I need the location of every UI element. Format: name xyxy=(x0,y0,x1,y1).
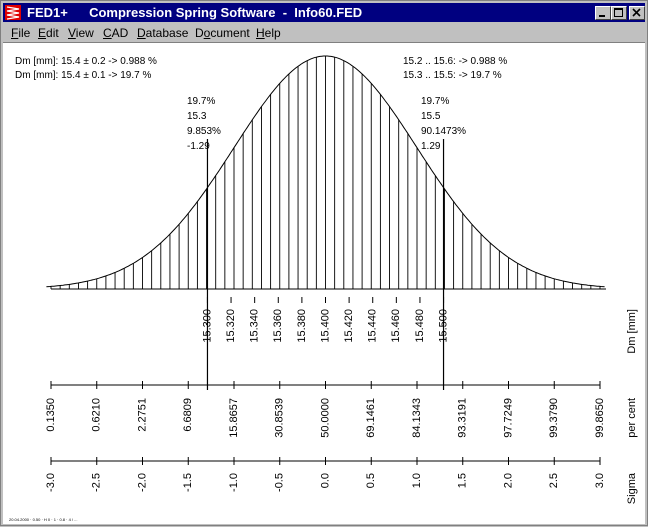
sigma-tick-label: -0.5 xyxy=(274,473,286,492)
info-text: Dm [mm]: 15.4 ± 0.2 -> 0.988 % Dm [mm]: 1… xyxy=(15,56,507,152)
distribution-chart: Dm [mm]: 15.4 ± 0.2 -> 0.988 % Dm [mm]: 1… xyxy=(9,55,638,522)
percent-tick-label: 93.3191 xyxy=(457,398,469,438)
menu-cad[interactable]: CAD xyxy=(103,26,129,40)
sigma-axis-label: Sigma xyxy=(626,472,638,504)
marker-label-left: 19.7% xyxy=(187,96,215,107)
dm-tick-label: 15.420 xyxy=(343,309,355,343)
marker-label-right: 15.5 xyxy=(421,111,441,122)
dm-tick-label: 15.480 xyxy=(414,309,426,343)
menu-edit[interactable]: Edit xyxy=(38,26,59,40)
percent-tick-label: 69.1461 xyxy=(365,398,377,438)
distribution-canvas: Dm [mm]: 15.4 ± 0.2 -> 0.988 % Dm [mm]: 1… xyxy=(3,42,645,524)
window-title: FED1+ Compression Spring Software - Info… xyxy=(27,5,362,20)
marker-label-right: 1.29 xyxy=(421,141,441,152)
marker-label-left: 9.853% xyxy=(187,126,221,137)
sigma-tick-label: 2.0 xyxy=(502,473,514,488)
dm-tick-label: 15.440 xyxy=(367,309,379,343)
maximize-icon xyxy=(614,8,623,17)
close-icon xyxy=(632,8,641,17)
sigma-tick-label: 0.5 xyxy=(365,473,377,488)
dm-tick-label: 15.500 xyxy=(437,309,449,343)
tolerance-text-left: Dm [mm]: 15.4 ± 0.1 -> 19.7 % xyxy=(15,70,151,81)
dm-tick-label: 15.320 xyxy=(225,309,237,343)
dm-tick-label: 15.340 xyxy=(249,309,261,343)
close-button[interactable] xyxy=(629,6,645,20)
percent-axis-label: per cent xyxy=(626,398,638,438)
sigma-tick-label: 3.0 xyxy=(594,473,606,488)
dm-axis-label: Dm [mm] xyxy=(626,309,638,354)
maximize-button[interactable] xyxy=(611,6,627,20)
dm-tick-label: 15.360 xyxy=(272,309,284,343)
percent-tick-label: 84.1343 xyxy=(411,398,423,438)
menu-document[interactable]: Document xyxy=(195,26,250,40)
percent-tick-label: 6.6809 xyxy=(182,398,194,432)
menu-file[interactable]: File xyxy=(11,26,31,40)
percent-tick-label: 50.0000 xyxy=(319,398,331,438)
percent-tick-label: 30.8539 xyxy=(274,398,286,438)
minimize-icon xyxy=(599,15,605,17)
menu-view[interactable]: View xyxy=(68,26,94,40)
percent-tick-label: 97.7249 xyxy=(502,398,514,438)
menu-help[interactable]: Help xyxy=(256,26,281,40)
menu-bar: File Edit View CAD Database Document Hel… xyxy=(3,23,645,42)
sigma-tick-label: -1.5 xyxy=(182,473,194,492)
percent-tick-label: 99.3790 xyxy=(548,398,560,438)
sigma-tick-label: 0.0 xyxy=(319,473,331,488)
marker-label-right: 90.1473% xyxy=(421,126,466,137)
dm-tick-label: 15.300 xyxy=(201,309,213,343)
product-name: Compression Spring Software xyxy=(89,5,276,20)
sigma-markers xyxy=(206,139,445,390)
dm-tick-label: 15.460 xyxy=(390,309,402,343)
marker-label-right: 19.7% xyxy=(421,96,449,107)
dm-tick-label: 15.400 xyxy=(319,309,331,343)
app-name: FED1+ xyxy=(27,5,68,20)
tolerance-text-right: 15.2 .. 15.6: -> 0.988 % xyxy=(403,56,507,67)
sigma-tick-label: 1.5 xyxy=(457,473,469,488)
tolerance-text-left: Dm [mm]: 15.4 ± 0.2 -> 0.988 % xyxy=(15,56,157,67)
percent-tick-label: 15.8657 xyxy=(228,398,240,438)
marker-label-left: 15.3 xyxy=(187,111,207,122)
minimize-button[interactable] xyxy=(595,6,611,20)
marker-label-left: -1.29 xyxy=(187,141,210,152)
sigma-tick-label: 1.0 xyxy=(411,473,423,488)
menu-database[interactable]: Database xyxy=(137,26,189,40)
distribution-curve xyxy=(46,55,605,288)
title-separator: - xyxy=(282,5,288,20)
document-name: Info60.FED xyxy=(294,5,363,20)
dm-tick-label: 15.380 xyxy=(296,309,308,343)
chart-axes: 15.300 15.320 15.340 15.360 15.380 15.400 15.4… xyxy=(45,297,638,504)
percent-tick-label: 2.2751 xyxy=(136,398,148,432)
sigma-tick-label: -1.0 xyxy=(228,473,240,492)
sigma-tick-label: 2.5 xyxy=(548,473,560,488)
sigma-tick-label: -2.5 xyxy=(91,473,103,492)
spring-app-icon xyxy=(5,5,21,20)
percent-tick-label: 0.6210 xyxy=(91,398,103,432)
distribution-bars xyxy=(50,56,601,289)
footer-note: 20.04.2000 · 0.50 · H 0 · 1 · 0.8 · 4 / … xyxy=(9,517,77,522)
percent-tick-label: 99.8650 xyxy=(594,398,606,438)
percent-tick-label: 0.1350 xyxy=(45,398,57,432)
sigma-tick-label: -3.0 xyxy=(45,473,57,492)
tolerance-text-right: 15.3 .. 15.5: -> 19.7 % xyxy=(403,70,502,81)
title-bar[interactable]: FED1+ Compression Spring Software - Info… xyxy=(3,3,645,22)
sigma-tick-label: -2.0 xyxy=(136,473,148,492)
